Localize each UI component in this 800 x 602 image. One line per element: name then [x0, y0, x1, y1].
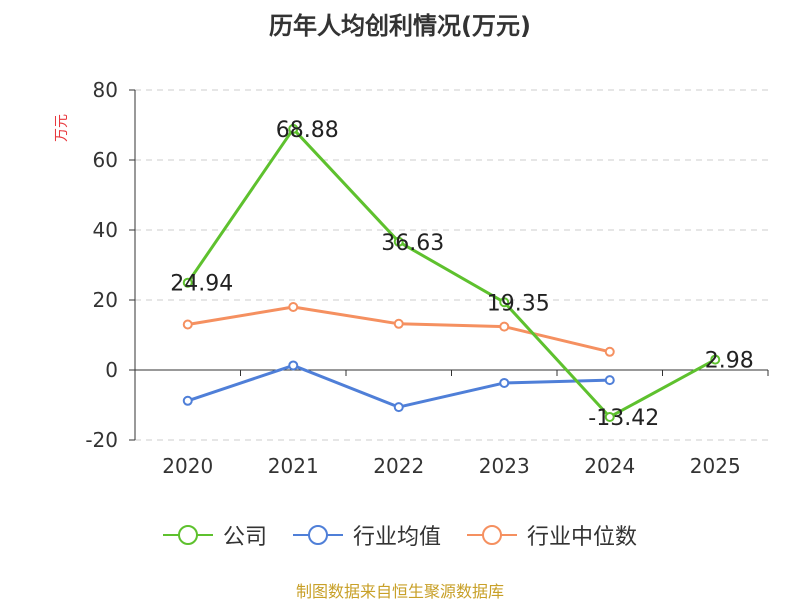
legend-item-company[interactable]: 公司	[162, 519, 267, 551]
data-source-note: 制图数据来自恒生聚源数据库	[295, 582, 504, 601]
data-label: -13.42	[588, 406, 659, 431]
series-line-industry-mean	[187, 363, 610, 409]
legend-item-industry-mean[interactable]: 行业均值	[292, 519, 441, 551]
data-point-industry-mean	[288, 360, 299, 371]
data-point-company	[604, 411, 615, 422]
legend-label-industry-median: 行业中位数	[527, 525, 638, 550]
data-label: 19.35	[487, 291, 550, 316]
data-point-industry-mean	[393, 402, 404, 413]
legend: 公司 行业均值 行业中位数	[0, 519, 800, 551]
data-label: 2.98	[705, 349, 754, 374]
legend-label-industry-mean: 行业均值	[352, 525, 441, 550]
data-point-company	[393, 236, 404, 247]
x-tick-label: 2024	[584, 454, 635, 478]
y-tick-label: 40	[93, 218, 118, 242]
y-tick-label: 80	[93, 78, 118, 102]
x-tick-label: 2025	[690, 454, 741, 478]
data-point-industry-mean	[604, 375, 615, 386]
x-tick-label: 2023	[479, 454, 530, 478]
legend-swatch-industry-mean	[292, 525, 343, 545]
chart-title: 历年人均创利情况(万元)	[269, 12, 531, 40]
legend-label-company: 公司	[222, 525, 267, 550]
data-label: 36.63	[381, 231, 444, 256]
axis-layer: 80 60 40 20 0 -20 2020 2021 2022 2023 2024 2025	[85, 78, 769, 478]
data-point-industry-median	[288, 302, 299, 312]
x-tick-label: 2022	[373, 454, 424, 478]
x-tick-label: 2021	[268, 454, 319, 478]
data-point-industry-median	[499, 321, 510, 332]
data-point-industry-mean	[499, 377, 510, 388]
legend-swatch-industry-median	[467, 525, 517, 545]
y-tick-label: -20	[85, 428, 118, 452]
data-point-industry-median	[393, 318, 404, 329]
data-point-company	[182, 277, 193, 288]
series-layer	[182, 123, 721, 422]
data-label: 68.88	[276, 118, 339, 143]
legend-item-industry-median[interactable]: 行业中位数	[467, 519, 637, 551]
y-tick-label: 20	[93, 288, 118, 312]
data-point-industry-median	[604, 346, 615, 357]
series-line-company	[186, 127, 716, 419]
data-point-industry-median	[182, 319, 193, 330]
y-tick-label: 60	[93, 148, 118, 172]
data-point-company	[288, 123, 299, 134]
data-point-company	[499, 297, 510, 308]
x-tick-label: 2020	[162, 454, 213, 478]
data-label: 24.94	[170, 272, 233, 297]
data-point-company	[710, 354, 721, 365]
data-point-industry-mean	[182, 395, 193, 406]
y-tick-label: 0	[105, 358, 118, 382]
legend-swatch-company	[162, 525, 213, 545]
data-label-layer: 24.94 68.88 36.63 19.35 -13.42 2.98	[170, 118, 753, 431]
